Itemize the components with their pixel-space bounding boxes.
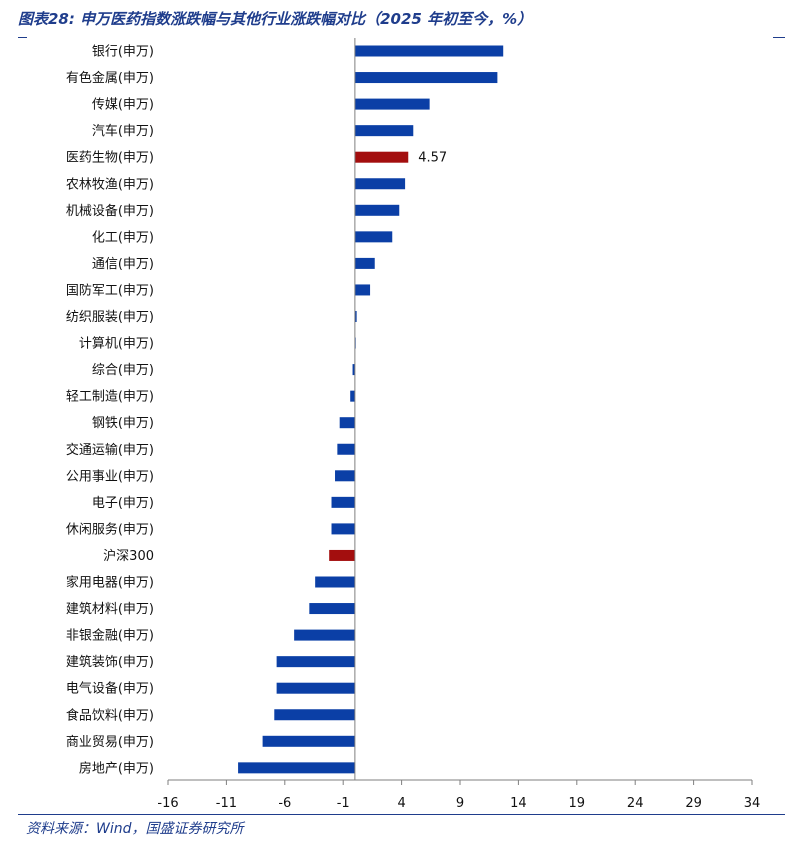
x-tick-label: -1 <box>337 796 350 811</box>
category-label: 房地产(申万) <box>79 760 154 776</box>
category-label: 电气设备(申万) <box>66 681 154 697</box>
category-label: 建筑材料(申万) <box>66 601 154 617</box>
x-tick-label: -11 <box>216 796 237 811</box>
category-label: 有色金属(申万) <box>66 70 154 86</box>
x-tick-label: 19 <box>569 796 586 811</box>
bar <box>337 443 355 455</box>
source-note: 资料来源：Wind，国盛证券研究所 <box>26 821 244 837</box>
bar <box>274 709 355 721</box>
footer-rule <box>18 814 785 815</box>
bar <box>331 496 355 508</box>
bar <box>331 523 355 535</box>
bar <box>262 735 355 747</box>
bar <box>354 178 406 190</box>
x-tick-label: 4 <box>397 796 405 811</box>
bar <box>339 417 355 429</box>
category-label: 钢铁(申万) <box>92 416 154 431</box>
bar <box>276 656 355 668</box>
category-label: 医药生物(申万) <box>66 151 154 166</box>
category-label: 建筑装饰(申万) <box>66 654 154 670</box>
bar <box>352 364 355 376</box>
bar <box>350 390 355 402</box>
x-tick-label: -16 <box>157 796 178 811</box>
category-label: 食品饮料(申万) <box>66 707 154 723</box>
category-label: 公用事业(申万) <box>66 469 154 484</box>
data-labels: 4.57 <box>418 151 447 166</box>
bar <box>335 470 355 482</box>
bar <box>354 72 498 84</box>
bar <box>315 576 355 588</box>
bar <box>354 311 357 322</box>
category-label: 汽车(申万) <box>92 123 154 139</box>
bar-series <box>238 45 504 774</box>
x-tick-label: -6 <box>278 796 291 811</box>
bar <box>354 284 371 296</box>
category-label: 通信(申万) <box>92 257 154 272</box>
bar <box>354 204 400 216</box>
bar <box>354 98 430 110</box>
x-tick-label: 14 <box>510 796 527 811</box>
bar <box>354 151 409 163</box>
category-label: 商业贸易(申万) <box>66 735 154 750</box>
category-label: 轻工制造(申万) <box>66 390 154 405</box>
category-label: 机械设备(申万) <box>66 203 154 219</box>
category-label: 交通运输(申万) <box>66 442 154 458</box>
category-label: 非银金融(申万) <box>66 628 154 644</box>
bar <box>354 257 375 269</box>
category-labels: 银行(申万) 有色金属(申万) 传媒(申万) 汽车(申万) 医药生物(申万) 农林牧渔(申… <box>66 45 154 777</box>
bar <box>276 682 355 694</box>
title-rule-right <box>773 37 785 38</box>
data-label: 4.57 <box>418 151 447 166</box>
category-label: 沪深300 <box>103 548 154 564</box>
category-label: 家用电器(申万) <box>66 575 154 591</box>
bar <box>354 231 393 243</box>
bar <box>294 629 355 641</box>
category-label: 综合(申万) <box>92 363 154 378</box>
category-label: 国防军工(申万) <box>66 282 154 298</box>
x-tick-label: 29 <box>685 796 702 811</box>
category-label: 化工(申万) <box>92 230 154 245</box>
bar <box>354 125 414 137</box>
category-label: 纺织服装(申万) <box>66 310 154 325</box>
bar <box>238 762 355 774</box>
category-label: 农林牧渔(申万) <box>66 177 154 192</box>
category-label: 计算机(申万) <box>79 337 154 352</box>
category-label: 电子(申万) <box>92 496 154 511</box>
bar <box>354 45 504 57</box>
bar <box>309 603 355 615</box>
x-tick-label: 9 <box>456 796 464 811</box>
figure-title: 图表28: 申万医药指数涨跌幅与其他行业涨跌幅对比（2025 年初至今，%） <box>18 10 533 28</box>
category-label: 休闲服务(申万) <box>66 521 154 537</box>
x-axis: -16 -11 -6 -1 4 9 14 19 24 29 34 <box>157 779 761 811</box>
bar <box>329 549 355 561</box>
title-rule-left <box>18 37 27 38</box>
category-label: 银行(申万) <box>92 45 154 60</box>
category-label: 传媒(申万) <box>92 98 154 113</box>
x-tick-label: 24 <box>627 796 644 811</box>
x-tick-label: 34 <box>744 796 761 811</box>
